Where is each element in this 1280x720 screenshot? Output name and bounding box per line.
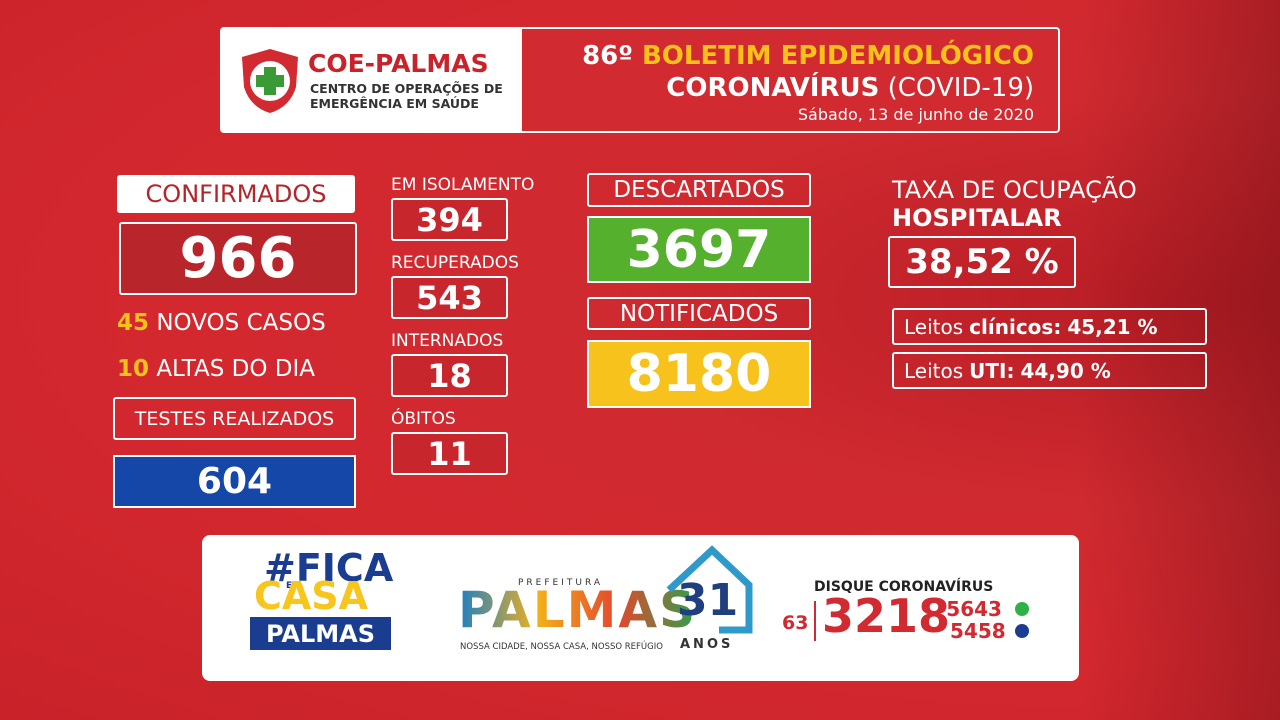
tests-label: TESTES REALIZADOS	[113, 397, 356, 440]
new-cases-value: 45	[117, 310, 150, 336]
status-value: 18	[391, 354, 508, 397]
date: Sábado, 13 de junho de 2020	[797, 105, 1034, 124]
bed-value: 44,90 %	[1020, 359, 1111, 383]
bed-kind: UTI:	[969, 359, 1015, 383]
confirmed-value: 966	[119, 222, 357, 295]
title: BOLETIM EPIDEMIOLÓGICO	[641, 41, 1034, 71]
divider	[814, 601, 816, 641]
photo-shade	[1080, 0, 1280, 720]
bed-value: 45,21 %	[1067, 315, 1158, 339]
years-label: ANOS	[680, 637, 734, 652]
bed-kind: clínicos:	[969, 315, 1062, 339]
logo-panel: COE-PALMAS CENTRO DE OPERAÇÕES DE EMERGÊ…	[222, 29, 522, 131]
discarded-value: 3697	[587, 216, 811, 283]
bed-prefix: Leitos	[904, 315, 964, 339]
discharges-label: ALTAS DO DIA	[156, 356, 315, 382]
status-label: INTERNADOS	[391, 331, 504, 351]
logo-icon	[242, 49, 298, 113]
discarded-label: DESCARTADOS	[587, 173, 811, 207]
phone-a: -5643	[938, 597, 1002, 621]
logo-line: CENTRO DE OPERAÇÕES DE	[310, 81, 503, 96]
bed-rate: Leitos clínicos: 45,21 %	[892, 308, 1207, 345]
subtitle: CORONAVÍRUS (COVID-19)	[666, 73, 1034, 103]
prefeitura-name: PALMAS	[458, 581, 698, 639]
disque: DISQUE CORONAVÍRUS	[814, 579, 993, 595]
subtitle-main: CORONAVÍRUS	[666, 73, 880, 103]
hashtag-casa: CASA	[254, 574, 369, 618]
header: COE-PALMAS CENTRO DE OPERAÇÕES DE EMERGÊ…	[220, 27, 1060, 133]
subtitle-paren: (COVID-19)	[887, 73, 1034, 103]
years: 31	[677, 575, 739, 626]
logo-name: COE-PALMAS	[308, 49, 489, 78]
occupancy-title: TAXA DE OCUPAÇÃO	[892, 176, 1137, 204]
hashtag-city: PALMAS	[250, 617, 391, 650]
notified-label: NOTIFICADOS	[587, 297, 811, 330]
disque-topic: CORONAVÍRUS	[878, 579, 994, 595]
confirmed-label: CONFIRMADOS	[117, 175, 355, 213]
occupancy-value: 38,52 %	[888, 236, 1076, 288]
hashtag-em: EM	[286, 581, 302, 591]
house-icon	[666, 545, 753, 634]
prefeitura: PREFEITURA	[518, 578, 604, 588]
footer: #FICA EM CASA PALMAS PREFEITURA PALMAS N…	[202, 535, 1079, 681]
status-label: RECUPERADOS	[391, 253, 519, 273]
status-value: 11	[391, 432, 508, 475]
status-value: 394	[391, 198, 508, 241]
hashtag: #FICA	[264, 546, 394, 590]
occupancy-title: HOSPITALAR	[892, 204, 1062, 232]
bulletin-title: 86º BOLETIM EPIDEMIOLÓGICO	[582, 41, 1034, 71]
bed-rate: Leitos UTI: 44,90 %	[892, 352, 1207, 389]
phone-main: 3218	[822, 589, 951, 643]
phone-b: 5458	[950, 619, 1006, 643]
new-cases-label: NOVOS CASOS	[156, 310, 326, 336]
slogan: NOSSA CIDADE, NOSSA CASA, NOSSO REFÚGIO	[460, 642, 663, 652]
status-label: ÓBITOS	[391, 409, 456, 429]
bed-prefix: Leitos	[904, 359, 964, 383]
logo-line: EMERGÊNCIA EM SAÚDE	[310, 96, 479, 111]
contact-icons	[1015, 602, 1029, 638]
disque-word: DISQUE	[814, 579, 874, 595]
new-cases: 45 NOVOS CASOS	[117, 310, 326, 336]
status-value: 543	[391, 276, 508, 319]
area-code: 63	[782, 612, 809, 634]
notified-value: 8180	[587, 340, 811, 408]
discharges-value: 10	[117, 356, 150, 382]
edition: 86º	[582, 41, 633, 71]
discharges: 10 ALTAS DO DIA	[117, 356, 315, 382]
status-label: EM ISOLAMENTO	[391, 175, 535, 195]
tests-value: 604	[113, 455, 356, 508]
